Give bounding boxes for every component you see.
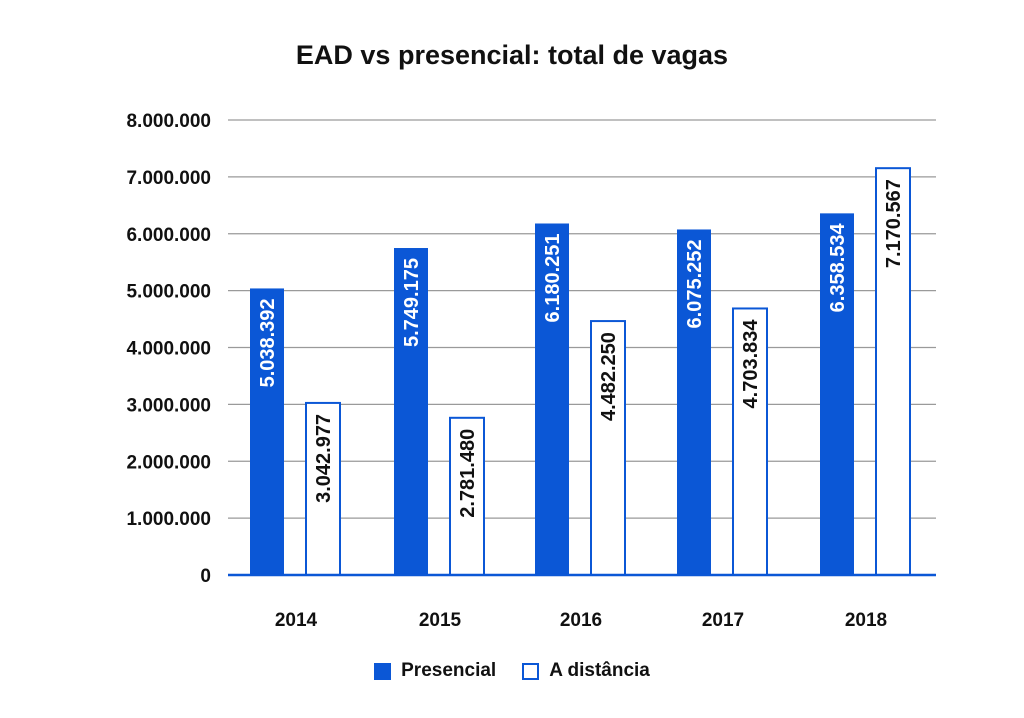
x-tick-label: 2016 — [560, 610, 602, 631]
y-tick-label: 3.000.000 — [126, 395, 211, 416]
data-label-presencial: 6.180.251 — [542, 233, 564, 322]
data-label-a-distancia: 3.042.977 — [313, 414, 335, 503]
legend-swatch-outline — [522, 662, 540, 680]
y-tick-label: 5.000.000 — [126, 282, 211, 303]
data-label-presencial: 6.075.252 — [684, 239, 706, 328]
y-tick-label: 7.000.000 — [126, 168, 211, 189]
bar-presencial — [394, 248, 428, 575]
x-tick-label: 2014 — [275, 610, 318, 631]
legend-item-a-distancia: A distância — [522, 660, 650, 682]
data-label-presencial: 5.038.392 — [257, 298, 279, 387]
y-tick-label: 2.000.000 — [126, 452, 211, 473]
bar-presencial — [677, 229, 711, 576]
bar-a-distancia — [590, 320, 626, 576]
legend-item-presencial: Presencial — [374, 660, 496, 682]
x-tick-label: 2017 — [702, 610, 744, 631]
bar-a-distancia — [449, 416, 485, 576]
chart-title: EAD vs presencial: total de vagas — [295, 40, 729, 70]
legend-label: A distância — [549, 660, 650, 681]
y-tick-label: 4.000.000 — [126, 339, 211, 360]
bar-presencial — [535, 223, 569, 575]
legend: Presencial A distância — [0, 660, 1024, 682]
bar-a-distancia — [732, 307, 768, 576]
y-tick-label: 8.000.000 — [126, 111, 211, 132]
data-label-presencial: 6.358.534 — [827, 222, 849, 312]
data-label-a-distancia: 2.781.480 — [457, 429, 479, 518]
legend-label: Presencial — [401, 660, 497, 681]
bar-presencial — [820, 213, 854, 575]
y-tick-label: 0 — [200, 566, 211, 587]
data-label-a-distancia: 4.703.834 — [740, 319, 762, 409]
x-tick-label: 2018 — [845, 610, 887, 631]
data-label-a-distancia: 7.170.567 — [883, 179, 905, 268]
legend-swatch-filled — [374, 662, 392, 680]
bar-presencial — [250, 288, 284, 575]
x-tick-label: 2015 — [419, 610, 462, 631]
data-label-a-distancia: 4.482.250 — [598, 332, 620, 421]
y-tick-label: 1.000.000 — [126, 509, 211, 530]
bar-a-distancia — [875, 167, 911, 576]
data-label-presencial: 5.749.175 — [401, 258, 423, 347]
y-tick-label: 6.000.000 — [126, 225, 211, 246]
